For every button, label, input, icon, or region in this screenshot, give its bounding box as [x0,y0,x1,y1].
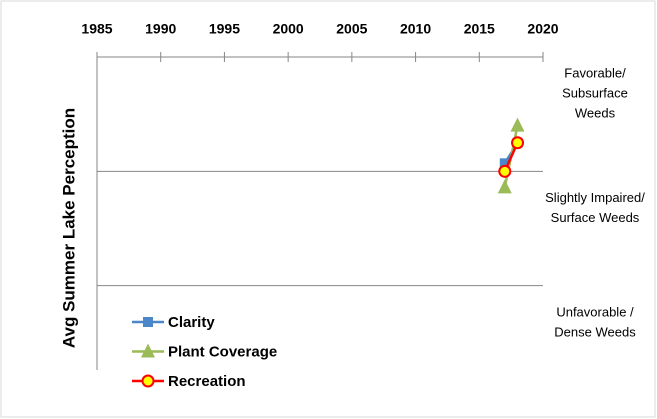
band-label: Unfavorable / [556,304,634,319]
x-tick-label: 2000 [273,21,304,37]
x-tick-label: 2010 [400,21,431,37]
marker [511,136,525,150]
x-tick-label: 1995 [209,21,240,37]
band-label: Surface Weeds [551,210,640,225]
legend-label: Clarity [168,314,215,331]
band-label: Subsurface [562,86,628,101]
legend-marker [143,317,153,327]
band-label: Slightly Impaired/ [545,190,645,205]
band-label: Weeds [575,106,616,121]
band-label: Favorable/ [564,66,626,81]
x-tick-label: 2005 [336,21,367,37]
series [498,136,525,178]
legend-label: Recreation [168,373,246,390]
legend-label: Plant Coverage [168,343,277,360]
legend-marker [141,374,155,388]
x-tick-label: 1985 [81,21,112,37]
x-tick-label: 2020 [527,21,558,37]
x-tick-label: 1990 [145,21,176,37]
legend-marker [141,343,155,358]
y-axis-label: Avg Summer Lake Perception [59,108,78,348]
marker [510,117,525,132]
marker [497,179,512,194]
band-label: Dense Weeds [554,324,636,339]
x-tick-label: 2015 [464,21,495,37]
marker [499,158,510,169]
marker [498,164,512,178]
